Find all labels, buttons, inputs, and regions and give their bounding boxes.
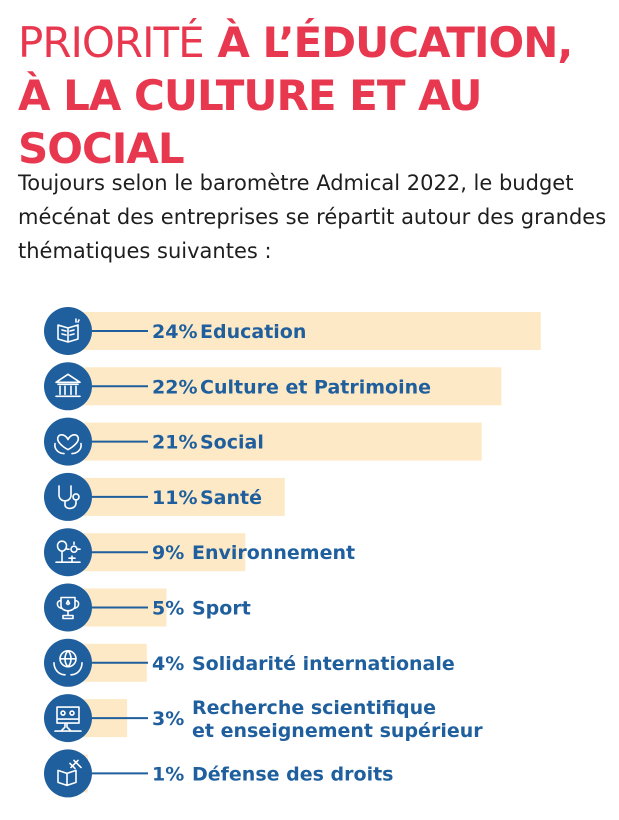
- tree-sun-icon: [55, 540, 81, 564]
- icon-circle: [44, 362, 92, 411]
- heart-hands-icon: [54, 434, 82, 455]
- icon-circle: [44, 638, 92, 687]
- value-label: 3%: [152, 708, 184, 730]
- museum-icon: [55, 373, 81, 398]
- category-label: Solidarité internationale: [192, 653, 455, 675]
- value-label: 22%: [152, 376, 197, 398]
- category-label: et enseignement supérieur: [192, 720, 483, 742]
- value-label: 5%: [152, 598, 184, 620]
- icon-circle: [44, 694, 92, 743]
- icon-circle: [44, 583, 92, 632]
- value-label: 21%: [152, 432, 197, 454]
- icon-circle: [44, 417, 92, 466]
- book-icon: [57, 318, 80, 343]
- category-label: Social: [200, 432, 264, 454]
- value-label: 9%: [152, 542, 184, 564]
- icon-circle: [44, 472, 92, 521]
- value-label: 24%: [152, 321, 197, 343]
- category-label: Environnement: [192, 542, 355, 564]
- category-label: Culture et Patrimoine: [200, 376, 431, 398]
- category-label: Défense des droits: [192, 763, 394, 785]
- category-label: Recherche scientifique: [192, 697, 436, 719]
- lab-flask-icon: [54, 706, 82, 732]
- title-part-2: À L’ÉDUCATION, À LA CULTURE ET AU SOCIAL: [18, 18, 573, 173]
- trophy-icon: [56, 596, 80, 620]
- value-label: 1%: [152, 763, 184, 785]
- category-label: Education: [200, 321, 306, 343]
- justice-book-icon: [57, 759, 82, 787]
- page-title: PRIORITÉ À L’ÉDUCATION, À LA CULTURE ET …: [18, 16, 613, 175]
- title-part-1: PRIORITÉ: [18, 18, 205, 67]
- icon-circle: [44, 528, 92, 577]
- category-label: Sport: [192, 598, 251, 620]
- value-label: 11%: [152, 487, 197, 509]
- stethoscope-icon: [58, 485, 80, 510]
- globe-hands-icon: [53, 649, 83, 676]
- intro-text: Toujours selon le baromètre Admical 2022…: [18, 171, 607, 263]
- category-label: Santé: [200, 487, 262, 509]
- value-label: 4%: [152, 653, 184, 675]
